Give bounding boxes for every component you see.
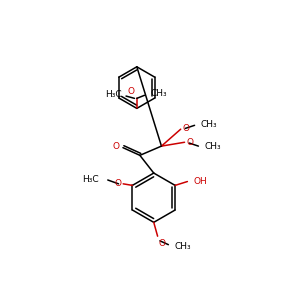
Text: O: O [115,179,122,188]
Text: H₃C: H₃C [82,175,98,184]
Text: CH₃: CH₃ [151,89,167,98]
Text: CH₃: CH₃ [175,242,191,251]
Text: O: O [112,142,119,152]
Text: CH₃: CH₃ [205,142,221,152]
Text: O: O [182,124,189,133]
Text: O: O [128,87,134,96]
Text: CH₃: CH₃ [201,120,217,129]
Text: OH: OH [194,177,207,186]
Text: H₃C: H₃C [105,90,122,99]
Text: O: O [186,138,193,147]
Text: O: O [158,239,165,248]
